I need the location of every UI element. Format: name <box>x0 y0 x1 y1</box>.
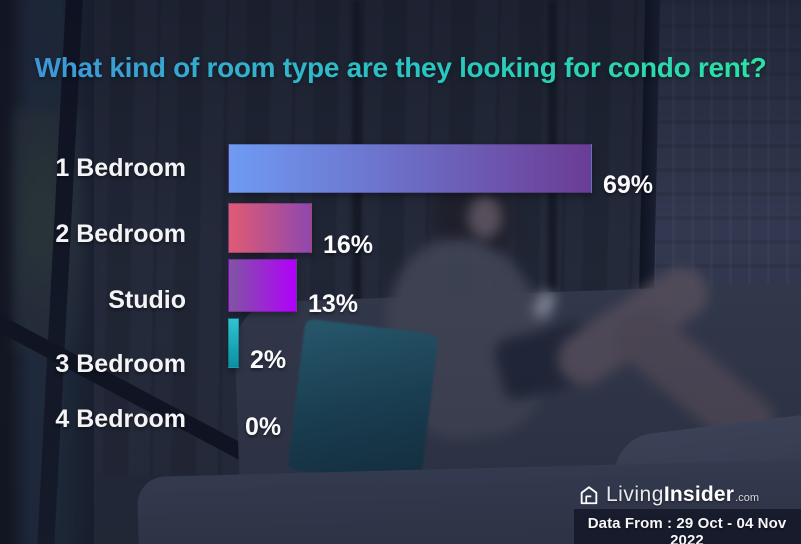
value-label: 2% <box>250 346 287 374</box>
category-label: 1 Bedroom <box>55 154 186 182</box>
bar-2-bedroom <box>228 203 312 253</box>
bar-1-bedroom <box>228 144 592 193</box>
brand-tld: .com <box>735 492 759 504</box>
value-label: 69% <box>603 171 654 199</box>
brand-logo: Living Insider .com <box>578 483 759 507</box>
brand-word-living: Living <box>606 483 664 506</box>
value-label: 16% <box>323 231 374 259</box>
chart-title: What kind of room type are they looking … <box>0 52 801 84</box>
value-label: 0% <box>245 413 282 441</box>
category-label: 4 Bedroom <box>55 405 186 433</box>
data-date-range: Data From : 29 Oct - 04 Nov 2022 <box>587 515 787 544</box>
brand-word-insider: Insider <box>663 483 735 506</box>
bar-3-bedroom <box>228 318 239 368</box>
value-label: 13% <box>308 290 359 318</box>
category-label: Studio <box>108 286 186 314</box>
bar-studio <box>228 259 297 312</box>
house-icon <box>578 484 600 506</box>
category-label: 3 Bedroom <box>55 350 186 378</box>
category-label: 2 Bedroom <box>55 220 186 248</box>
